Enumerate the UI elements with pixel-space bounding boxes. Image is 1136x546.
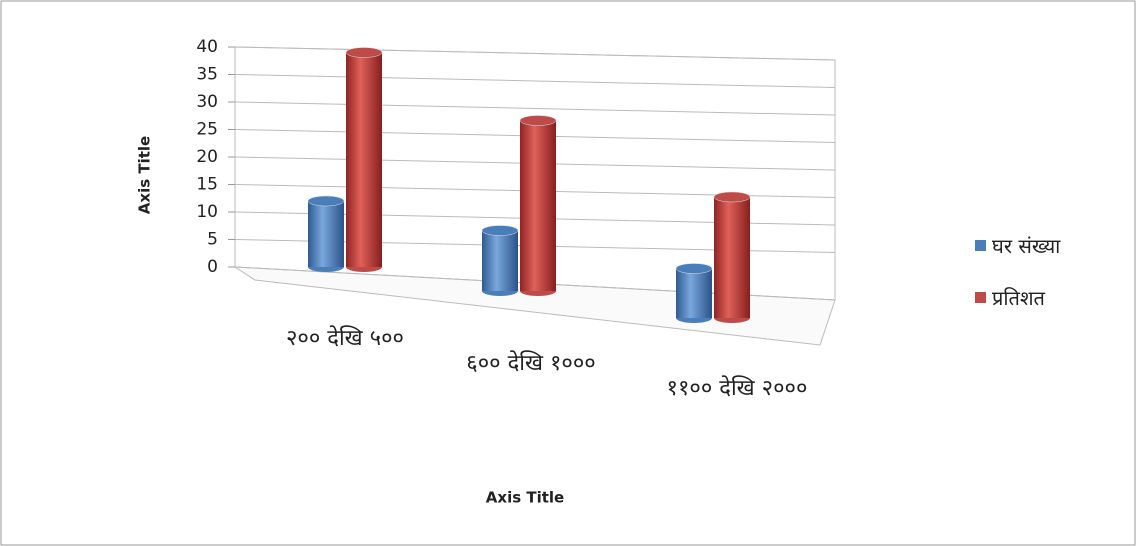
x-tick-label: २०० देखि ५०० <box>285 326 404 351</box>
cylinder <box>346 52 382 267</box>
legend-label: प्रतिशत <box>992 286 1045 310</box>
y-tick-label: 0 <box>207 257 218 277</box>
legend-swatch <box>975 292 986 303</box>
cylinder-top <box>481 225 519 236</box>
cylinder-top <box>307 195 345 207</box>
legend-item: घर संख्या <box>975 232 1060 259</box>
y-tick-label: 20 <box>196 147 218 167</box>
y-tick-label: 40 <box>196 37 218 57</box>
legend-swatch <box>975 240 986 251</box>
legend-item: प्रतिशत <box>975 284 1045 311</box>
x-tick-label: ६०० देखि १००० <box>466 351 596 376</box>
grid-line <box>234 46 836 61</box>
cylinder-top <box>345 47 383 58</box>
y-tick-label: 25 <box>196 120 218 140</box>
cylinder-top <box>675 263 713 274</box>
y-axis-title: Axis Title <box>136 136 154 214</box>
x-tick-label: ११०० देखि २००० <box>666 376 808 401</box>
y-tick-label: 10 <box>196 202 218 222</box>
y-tick-label: 5 <box>207 230 218 250</box>
cylinder <box>676 268 712 318</box>
cylinder-top <box>519 115 557 126</box>
y-tick-label: 15 <box>196 175 218 195</box>
y-tick-label: 35 <box>196 65 218 85</box>
cylinder <box>482 230 518 291</box>
cylinder <box>714 197 750 318</box>
y-tick-label: 30 <box>196 92 218 112</box>
cylinder-top <box>713 191 751 203</box>
cylinder <box>308 201 344 267</box>
x-axis-title: Axis Title <box>486 489 564 507</box>
cylinder <box>520 120 556 291</box>
legend-label: घर संख्या <box>992 234 1061 258</box>
grid-line <box>234 74 836 88</box>
grid-line <box>234 101 836 116</box>
